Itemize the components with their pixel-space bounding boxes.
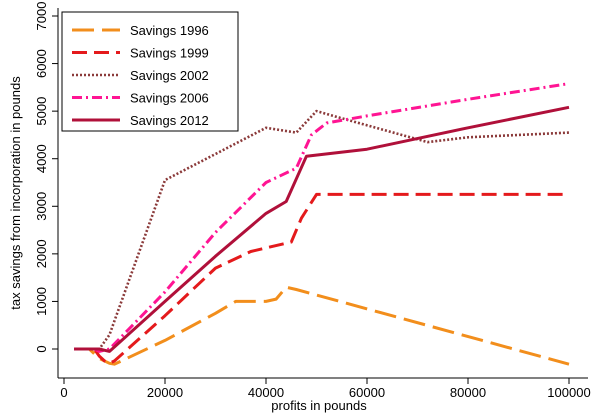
series-line-3 (74, 109, 570, 351)
y-tick-label: 0 (34, 345, 49, 352)
x-tick-label: 80000 (450, 385, 486, 400)
y-tick-label: 4000 (34, 144, 49, 173)
y-tick-label: 1000 (34, 287, 49, 316)
legend-label: Savings 2002 (130, 68, 209, 83)
y-tick-label: 3000 (34, 192, 49, 221)
legend-box (61, 11, 239, 132)
series-line-2 (74, 192, 569, 365)
x-tick-label: 100000 (547, 385, 590, 400)
x-tick-label: 40000 (248, 385, 284, 400)
series-line-1 (74, 285, 570, 366)
legend-label: Savings 1996 (130, 23, 209, 38)
y-tick-label: 5000 (34, 97, 49, 126)
y-tick-label: 7000 (34, 2, 49, 31)
y-tick-label: 2000 (34, 239, 49, 268)
y-axis-ticks: 0 1000 2000 3000 4000 5000 6000 7000 (34, 2, 58, 353)
legend-label: Savings 1999 (130, 46, 209, 61)
x-axis-title: profits in pounds (271, 398, 367, 413)
y-tick-label: 6000 (34, 49, 49, 78)
x-tick-label: 0 (60, 385, 67, 400)
y-axis-title: tax savings from incorporation in pounds (8, 76, 23, 310)
x-tick-label: 60000 (349, 385, 385, 400)
series-lines (74, 82, 570, 366)
x-axis-ticks: 0 20000 40000 60000 80000 100000 (60, 378, 591, 400)
series-line-4 (74, 82, 570, 353)
legend-label: Savings 2006 (130, 91, 209, 106)
legend: Savings 1996 Savings 1999 Savings 2002 Savi… (61, 11, 239, 132)
series-line-5 (74, 105, 570, 353)
x-tick-label: 20000 (147, 385, 183, 400)
legend-label: Savings 2012 (130, 113, 209, 128)
